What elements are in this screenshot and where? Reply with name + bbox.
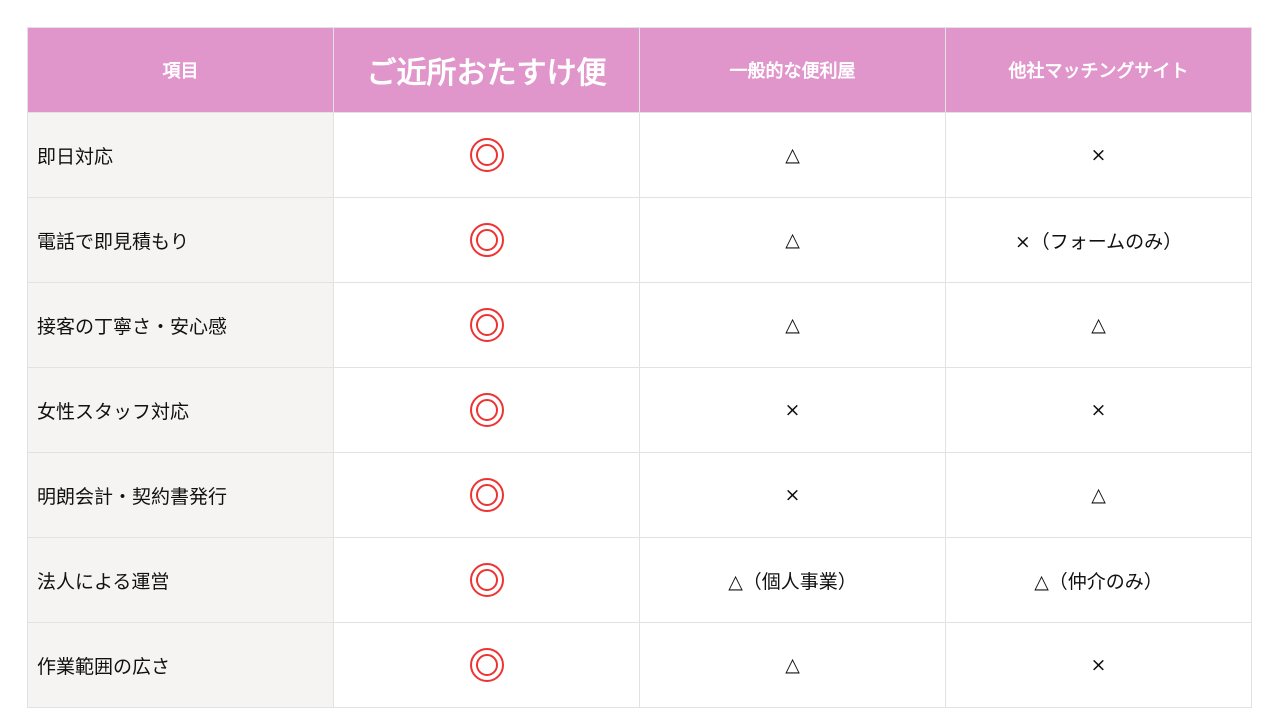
matching-site-cell: △ [945,282,1252,368]
header-matching-sites: 他社マッチングサイト [945,27,1252,113]
table-row: 接客の丁寧さ・安心感 △ △ [27,282,1252,368]
row-label: 即日対応 [27,112,334,198]
double-circle-icon [469,393,504,427]
matching-site-cell: △ [945,452,1252,538]
row-label: 接客の丁寧さ・安心感 [27,282,334,368]
table-row: 明朗会計・契約書発行 × △ [27,452,1252,538]
table-row: 作業範囲の広さ △ × [27,622,1252,708]
general-handyman-cell: △（個人事業） [639,537,946,623]
header-our-service: ご近所おたすけ便 [333,27,640,113]
double-circle-icon [469,308,504,342]
double-circle-icon [469,223,504,257]
our-service-cell [333,367,640,453]
our-service-cell [333,537,640,623]
matching-site-cell: △（仲介のみ） [945,537,1252,623]
general-handyman-cell: △ [639,197,946,283]
our-service-cell [333,112,640,198]
table-row: 即日対応 △ × [27,112,1252,198]
table-row: 法人による運営 △（個人事業） △（仲介のみ） [27,537,1252,623]
table-row: 女性スタッフ対応 × × [27,367,1252,453]
row-label: 明朗会計・契約書発行 [27,452,334,538]
our-service-cell [333,197,640,283]
row-label: 女性スタッフ対応 [27,367,334,453]
general-handyman-cell: × [639,367,946,453]
double-circle-icon [469,563,504,597]
double-circle-icon [469,478,504,512]
matching-site-cell: ×（フォームのみ） [945,197,1252,283]
row-label: 法人による運営 [27,537,334,623]
our-service-cell [333,452,640,538]
matching-site-cell: × [945,112,1252,198]
double-circle-icon [469,648,504,682]
our-service-cell [333,622,640,708]
general-handyman-cell: △ [639,112,946,198]
comparison-table: 項目 ご近所おたすけ便 一般的な便利屋 他社マッチングサイト 即日対応 △ × 電… [27,27,1252,708]
header-item: 項目 [27,27,334,113]
matching-site-cell: × [945,367,1252,453]
our-service-cell [333,282,640,368]
general-handyman-cell: △ [639,622,946,708]
general-handyman-cell: △ [639,282,946,368]
double-circle-icon [469,138,504,172]
header-row: 項目 ご近所おたすけ便 一般的な便利屋 他社マッチングサイト [27,27,1252,113]
matching-site-cell: × [945,622,1252,708]
general-handyman-cell: × [639,452,946,538]
row-label: 作業範囲の広さ [27,622,334,708]
table-row: 電話で即見積もり △ ×（フォームのみ） [27,197,1252,283]
row-label: 電話で即見積もり [27,197,334,283]
header-general-handyman: 一般的な便利屋 [639,27,946,113]
